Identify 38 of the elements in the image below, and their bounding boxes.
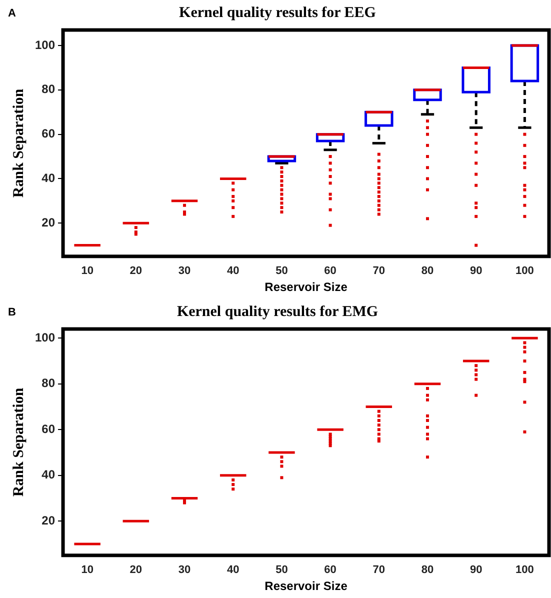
y-tick-label: 100	[34, 38, 56, 52]
x-tick-label: 70	[372, 564, 386, 576]
chart-title: Kernel quality results for EEG	[179, 4, 376, 21]
x-tick-label: 30	[178, 265, 191, 278]
x-tick-label: 50	[276, 564, 288, 576]
x-tick-label: 100	[516, 564, 534, 576]
y-tick-label: 20	[42, 215, 56, 230]
y-tick-label: 100	[34, 330, 56, 344]
text: B	[8, 306, 16, 319]
x-tick-label: 100	[516, 265, 534, 278]
x-tick-label: 40	[226, 564, 240, 576]
x-axis-title: Reservoir Size	[264, 280, 348, 294]
x-tick-label: 20	[130, 564, 142, 576]
y-tick-label: 20	[42, 513, 56, 528]
x-tick-label: 70	[372, 265, 386, 278]
x-tick-label: 90	[470, 564, 482, 576]
y-tick-label: 60	[42, 126, 56, 141]
y-axis-title: Rank Separation	[10, 387, 27, 497]
y-tick-label: 40	[42, 468, 56, 482]
chart-title: Kernel quality results for EMG	[176, 304, 378, 320]
x-tick-label: 90	[470, 265, 482, 278]
x-tick-label: 10	[81, 265, 94, 278]
text: A	[8, 8, 16, 20]
x-tick-label: 40	[226, 265, 240, 278]
x-tick-label: 60	[324, 265, 336, 278]
y-tick-label: 40	[42, 171, 56, 186]
x-axis-title: Reservoir Size	[264, 579, 348, 594]
x-tick-label: 30	[178, 564, 191, 576]
x-tick-label: 80	[421, 265, 434, 278]
y-tick-label: 80	[42, 82, 56, 96]
y-axis-title: Rank Separation	[10, 88, 27, 198]
x-tick-label: 80	[421, 564, 434, 576]
x-tick-label: 50	[276, 265, 288, 278]
y-tick-label: 60	[42, 422, 56, 436]
y-tick-label: 80	[42, 376, 56, 390]
x-tick-label: 20	[130, 265, 142, 278]
x-tick-label: 10	[81, 564, 94, 576]
x-tick-label: 60	[324, 564, 336, 576]
